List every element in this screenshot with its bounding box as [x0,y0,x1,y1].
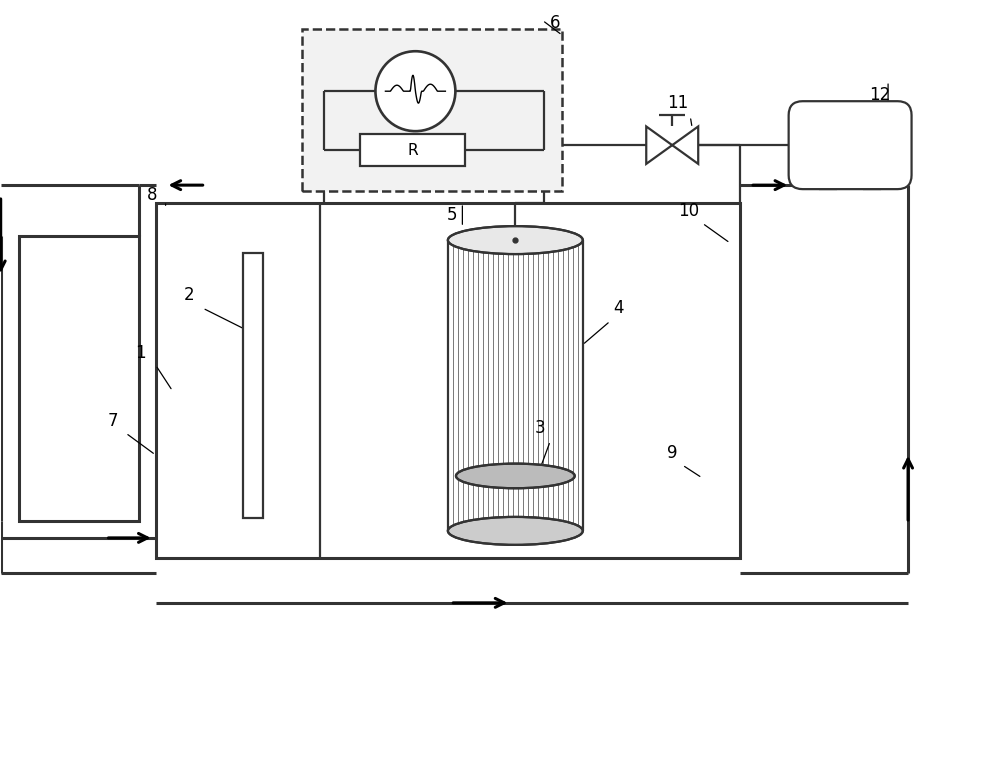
Text: 1: 1 [135,344,146,362]
Text: 3: 3 [535,419,546,437]
Text: 9: 9 [667,444,677,462]
Bar [156,203,740,558]
FancyBboxPatch shape [789,101,912,189]
Text: 5: 5 [447,206,458,224]
Ellipse shape [448,517,583,545]
Text: 6: 6 [550,14,561,32]
Text: 7: 7 [107,412,118,430]
Ellipse shape [456,464,575,488]
Text: R: R [408,143,418,158]
Text: 12: 12 [869,86,891,105]
Text: 10: 10 [678,202,699,220]
Bar [19,236,139,521]
Bar [243,253,263,518]
Bar [360,134,465,166]
Ellipse shape [448,226,583,254]
Polygon shape [646,127,672,164]
FancyBboxPatch shape [302,29,562,192]
Polygon shape [672,127,698,164]
Circle shape [375,51,455,131]
Text: 2: 2 [183,286,194,304]
Text: 8: 8 [147,186,158,204]
Text: 11: 11 [668,94,689,112]
Text: 4: 4 [613,299,624,317]
